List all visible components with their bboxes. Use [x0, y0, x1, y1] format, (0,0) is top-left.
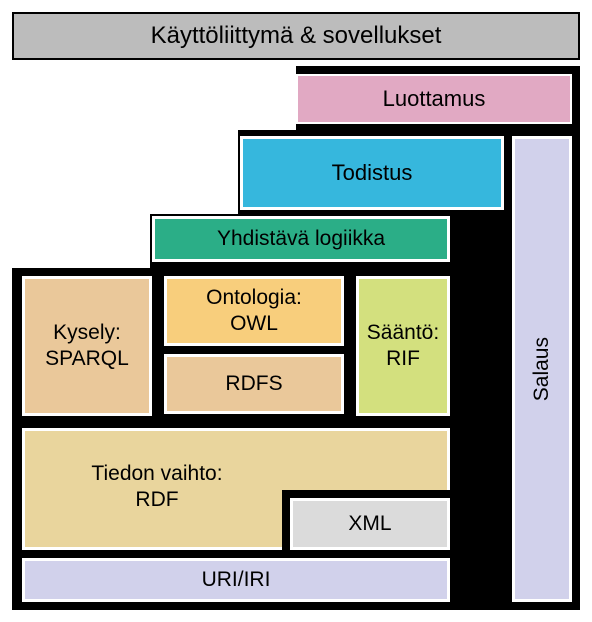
layer-ui-apps: Käyttöliittymä & sovellukset	[12, 12, 580, 60]
layer-sparql-label: Kysely: SPARQL	[45, 320, 129, 373]
layer-uri: URI/IRI	[22, 558, 450, 602]
layer-rif: Sääntö: RIF	[356, 276, 450, 416]
layer-rdfs-label: RDFS	[225, 371, 282, 397]
layer-logic: Yhdistävä logiikka	[152, 216, 450, 262]
layer-crypto-label: Salaus	[529, 337, 555, 401]
layer-sparql: Kysely: SPARQL	[22, 276, 152, 416]
gap-proof-right	[452, 210, 510, 272]
layer-trust-label: Luottamus	[383, 85, 486, 113]
layer-xml-redraw: XML	[290, 498, 450, 550]
layer-owl: Ontologia: OWL	[164, 276, 344, 346]
layer-logic-label: Yhdistävä logiikka	[217, 226, 385, 252]
layer-crypto: Salaus	[512, 136, 572, 602]
semantic-web-stack: Käyttöliittymä & sovellukset Salaus Luot…	[12, 12, 580, 610]
layer-xml-label-2: XML	[348, 511, 391, 537]
layer-proof: Todistus	[240, 136, 504, 210]
layer-rdf-label: Tiedon vaihto: RDF	[91, 461, 222, 514]
layer-uri-label: URI/IRI	[202, 567, 271, 593]
layer-rdfs: RDFS	[164, 354, 344, 414]
layer-rif-label: Sääntö: RIF	[367, 320, 439, 373]
carve-proof-left	[12, 130, 238, 214]
layer-rdf-label-wrap: Tiedon vaihto: RDF	[22, 432, 292, 542]
layer-owl-label: Ontologia: OWL	[206, 285, 302, 338]
xml-notch-top	[287, 490, 450, 498]
layer-proof-label: Todistus	[332, 159, 413, 187]
carve-logic-left	[12, 214, 150, 268]
layer-ui-apps-label: Käyttöliittymä & sovellukset	[151, 21, 442, 51]
carve-trust-left	[12, 66, 296, 130]
xml-notch-left	[282, 490, 290, 550]
layer-trust: Luottamus	[296, 74, 572, 124]
